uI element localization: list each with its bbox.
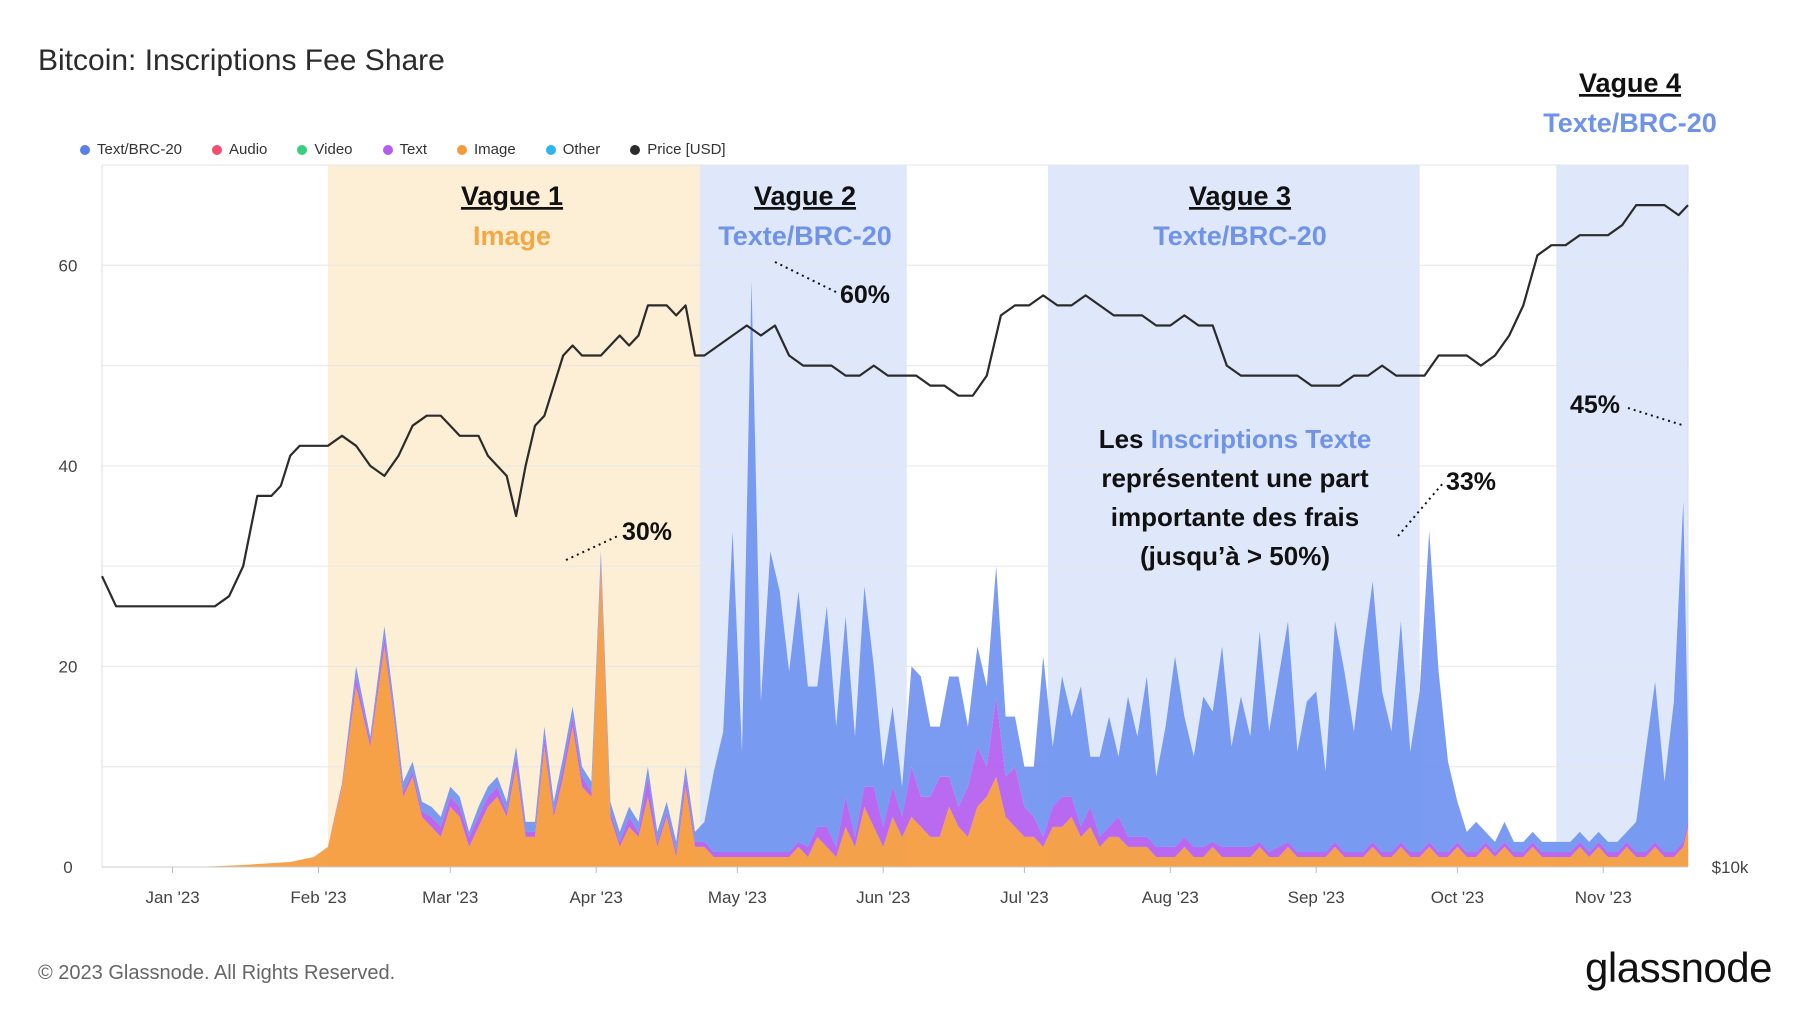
legend-dot xyxy=(382,144,393,155)
legend-dot xyxy=(457,144,468,155)
wave-labels: Vague 1 Image Vague 2 Texte/BRC-20 Vague 3 Te… xyxy=(461,68,1717,251)
x-tick-label: Oct '23 xyxy=(1431,888,1484,907)
legend-label: Text/BRC-20 xyxy=(97,141,183,158)
legend-label: Video xyxy=(314,141,353,158)
label-60-percent: 60% xyxy=(840,281,890,309)
y-tick-label: 40 xyxy=(59,457,78,476)
wave-subtitle: Texte/BRC-20 xyxy=(1543,108,1717,138)
y-tick-label: 60 xyxy=(59,256,78,275)
legend-item[interactable]: Price [USD] xyxy=(630,141,726,158)
label-33-percent: 33% xyxy=(1446,468,1496,496)
brand-logo: glassnode xyxy=(1585,944,1772,991)
wave-title: Vague 2 xyxy=(754,181,856,211)
fee-areas xyxy=(102,280,1688,868)
legend-item[interactable]: Image xyxy=(457,141,516,158)
legend-label: Audio xyxy=(229,141,268,158)
legend: Text/BRC-20 Audio Video Text Image Other Price… xyxy=(80,141,726,158)
area-text xyxy=(102,561,1688,867)
note-highlight: Inscriptions Texte xyxy=(1151,424,1372,454)
legend-dot xyxy=(297,144,308,155)
wave-title: Vague 1 xyxy=(461,181,563,211)
wave-subtitle: Texte/BRC-20 xyxy=(1153,221,1327,251)
callout-line xyxy=(565,534,621,561)
note-line-4: (jusqu’à > 50%) xyxy=(1140,541,1330,571)
area-text-brc-20 xyxy=(102,280,1688,867)
legend-item[interactable]: Video xyxy=(297,141,353,158)
legend-label: Price [USD] xyxy=(647,141,726,158)
x-tick-label: Mar '23 xyxy=(422,888,478,907)
note-prefix: Les xyxy=(1099,424,1151,454)
wave-band xyxy=(1556,165,1688,867)
x-tick-label: Jun '23 xyxy=(856,888,910,907)
x-tick-label: Aug '23 xyxy=(1142,888,1199,907)
legend-dot xyxy=(545,144,556,155)
copyright: © 2023 Glassnode. All Rights Reserved. xyxy=(38,962,396,984)
wave-subtitle: Image xyxy=(473,221,551,251)
x-tick-label: Sep '23 xyxy=(1288,888,1345,907)
annotations: 30% 60% 33% 45% Les Inscriptions Texte représ… xyxy=(565,261,1683,571)
x-tick-label: Feb '23 xyxy=(290,888,346,907)
axes: 0 20 40 60 Jan '23 Feb '23 Mar '23 Apr '23 May '… xyxy=(59,256,1749,907)
legend-item[interactable]: Audio xyxy=(212,141,267,158)
y-tick-label: 20 xyxy=(59,657,78,676)
label-30-percent: 30% xyxy=(622,518,672,546)
x-tick-label: Nov '23 xyxy=(1575,888,1632,907)
x-tick-label: Jan '23 xyxy=(145,888,199,907)
chart-title: Bitcoin: Inscriptions Fee Share xyxy=(38,44,445,77)
price-line xyxy=(101,204,1689,608)
wave-subtitle: Texte/BRC-20 xyxy=(718,221,892,251)
note-line-3: importante des frais xyxy=(1111,502,1360,532)
note-line-2: représentent une part xyxy=(1101,463,1369,493)
legend-dot xyxy=(80,144,90,155)
label-45-percent: 45% xyxy=(1570,391,1620,419)
legend-dot xyxy=(630,144,641,155)
legend-item[interactable]: Text xyxy=(382,141,428,158)
price-line-group xyxy=(101,204,1689,608)
x-tick-label: May '23 xyxy=(708,888,767,907)
x-tick-label: Jul '23 xyxy=(1000,888,1049,907)
legend-label: Text xyxy=(399,141,428,158)
legend-label: Image xyxy=(474,141,516,158)
legend-dot xyxy=(212,144,223,155)
x-tick-label: Apr '23 xyxy=(569,888,622,907)
legend-label: Other xyxy=(562,141,601,158)
legend-item[interactable]: Other xyxy=(545,141,601,158)
wave-title: Vague 3 xyxy=(1189,181,1291,211)
y-tick-label: 0 xyxy=(63,858,72,877)
wave-title: Vague 4 xyxy=(1579,68,1681,98)
legend-item[interactable]: Text/BRC-20 xyxy=(80,141,182,158)
right-axis-label: $10k xyxy=(1712,858,1749,877)
note-line-1: Les Inscriptions Texte xyxy=(1099,424,1372,454)
